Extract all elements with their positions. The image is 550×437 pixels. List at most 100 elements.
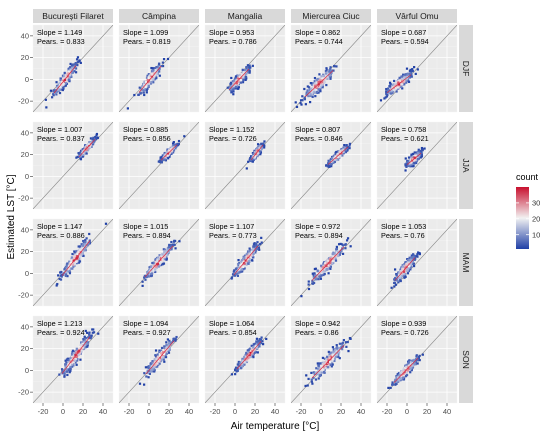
hexbin-cell <box>167 349 170 352</box>
hexbin-cell <box>174 339 177 342</box>
hexbin-cell <box>70 358 73 361</box>
hexbin-cell <box>80 248 83 251</box>
hexbin-cell <box>143 80 146 83</box>
hexbin-cell <box>60 368 64 371</box>
hexbin-cell <box>407 161 410 165</box>
hexbin-cell <box>73 262 77 266</box>
hexbin-cell <box>148 75 151 78</box>
hexbin-cell <box>314 273 317 277</box>
hexbin-cell <box>335 254 338 258</box>
hexbin-cell <box>392 90 395 93</box>
hexbin-cell <box>233 269 236 272</box>
hexbin-cell <box>385 92 388 96</box>
hexbin-cell <box>409 165 412 168</box>
hexbin-cell <box>252 247 255 251</box>
hexbin-cell <box>341 150 344 153</box>
hexbin-cell <box>330 161 333 164</box>
hexbin-cell <box>306 94 309 97</box>
hexbin-cell <box>401 77 404 81</box>
hexbin-cell <box>161 259 164 262</box>
hexbin-cell <box>409 262 412 265</box>
hexbin-cell <box>151 69 154 73</box>
hexbin-cell <box>178 240 181 243</box>
hexbin-cell <box>152 264 155 267</box>
hexbin-cell <box>319 85 322 89</box>
hexbin-cell <box>401 267 405 270</box>
hexbin-cell <box>94 135 97 139</box>
hexbin-cell <box>75 351 78 354</box>
hexbin-cell <box>65 264 69 267</box>
hexbin-cell <box>85 342 88 345</box>
hexbin-cell <box>153 75 156 78</box>
hexbin-cell <box>306 91 310 94</box>
hexbin-cell <box>261 340 264 343</box>
hexbin-cell <box>320 274 323 277</box>
hexbin-cell <box>332 254 335 257</box>
hexbin-cell <box>252 158 255 161</box>
hexbin-cell <box>151 71 154 74</box>
hexbin-cell <box>332 161 335 164</box>
hexbin-cell <box>239 75 242 78</box>
hexbin-cell <box>76 353 79 356</box>
hexbin-cell <box>68 263 72 266</box>
hexbin-cell <box>69 367 72 370</box>
hexbin-cell <box>393 268 397 271</box>
hexbin-cell <box>239 264 242 267</box>
hexbin-cell <box>251 259 254 262</box>
hexbin-cell <box>379 99 383 102</box>
hexbin-cell <box>84 247 87 250</box>
hexbin-cell <box>82 151 85 154</box>
hexbin-cell <box>414 161 417 164</box>
hexbin-cell <box>396 86 399 89</box>
hexbin-cell <box>340 243 344 246</box>
hexbin-cell <box>82 254 85 258</box>
hexbin-cell <box>78 153 81 156</box>
hexbin-cell <box>150 369 153 372</box>
hexbin-cell <box>246 252 249 256</box>
hexbin-cell <box>83 337 87 340</box>
hexbin-cell <box>77 353 80 356</box>
hexbin-cell <box>243 267 246 270</box>
hexbin-cell <box>158 68 161 72</box>
identity-line <box>377 219 457 306</box>
slope-annotation: Slope = 1.152 <box>209 125 254 134</box>
hexbin-cell <box>69 261 72 264</box>
hexbin-cell <box>322 74 326 78</box>
hexbin-cell <box>147 367 150 370</box>
hexbin-cell <box>78 257 81 260</box>
hexbin-cell <box>55 93 58 96</box>
hexbin-cell <box>89 137 93 140</box>
hexbin-cell <box>409 163 413 166</box>
hexbin-cell <box>312 90 315 94</box>
hexbin-cell <box>327 71 330 74</box>
hexbin-cell <box>77 245 80 248</box>
hexbin-cell <box>163 257 166 260</box>
hexbin-cell <box>164 159 167 162</box>
hexbin-cell <box>235 370 238 373</box>
hexbin-cell <box>65 266 68 269</box>
hexbin-cell <box>314 82 317 85</box>
hexbin-cell <box>406 73 409 76</box>
hexbin-cell <box>154 349 158 352</box>
hexbin-cell <box>314 267 317 270</box>
hexbin-cell <box>252 153 255 156</box>
hexbin-cell <box>405 75 408 79</box>
hexbin-cell <box>403 75 406 78</box>
hexbin-cell <box>80 350 83 353</box>
hexbin-cell <box>345 239 349 242</box>
hexbin-cell <box>240 268 243 271</box>
hexbin-cell <box>167 248 170 251</box>
hexbin-cell <box>163 255 166 259</box>
hexbin-cell <box>60 275 63 278</box>
hexbin-cell <box>165 151 169 154</box>
hexbin-cell <box>79 347 82 350</box>
hexbin-cell <box>237 360 240 364</box>
hexbin-cell <box>407 164 411 167</box>
column-strip <box>119 9 199 23</box>
hexbin-cell <box>162 358 165 361</box>
pearson-annotation: Pears. = 0.894 <box>295 231 343 240</box>
hexbin-cell <box>248 250 251 253</box>
hexbin-cell <box>405 79 408 82</box>
hexbin-cell <box>338 243 341 246</box>
hexbin-cell <box>263 140 266 143</box>
